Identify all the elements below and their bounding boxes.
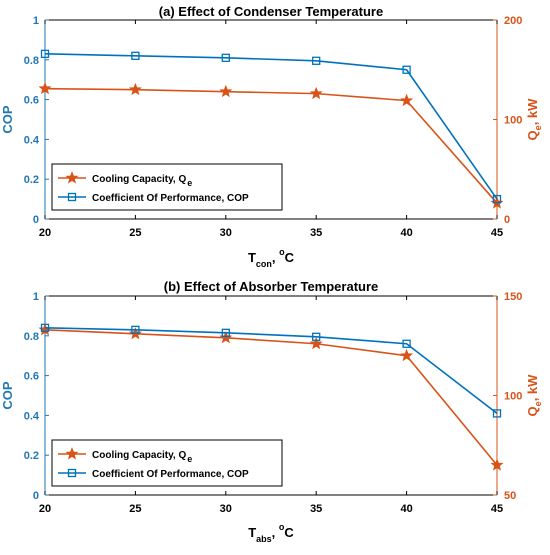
chart-title: (a) Effect of Condenser Temperature	[159, 4, 383, 19]
x-tick-label: 40	[400, 227, 412, 239]
data-point-star	[309, 86, 323, 100]
chart-panel-b: (b) Effect of Absorber Temperature 20 25 30…	[0, 279, 543, 544]
data-point-square	[312, 332, 321, 341]
legend: Cooling Capacity, Qe Coefficient Of Perfo…	[51, 163, 283, 211]
x-axis-label: Tabs, oC	[248, 522, 294, 544]
y-left-tick-label: 0	[33, 490, 39, 502]
y-left-axis-label: COP	[0, 381, 15, 410]
x-tick-label: 25	[129, 227, 141, 239]
y-right-axis-label: Qe, kW	[525, 98, 543, 141]
legend-label: Coefficient Of Performance, COP	[92, 469, 249, 480]
data-point-star	[400, 348, 414, 362]
legend-box	[51, 163, 283, 211]
chart-panel-a: (a) Effect of Condenser Temperature 20 25 3…	[0, 4, 543, 269]
data-point-square	[221, 328, 230, 337]
y-left-tick-label: 0.6	[24, 95, 39, 107]
data-point-star	[38, 81, 52, 95]
data-point-square	[402, 65, 411, 74]
y-right-tick-label: 150	[504, 291, 522, 303]
legend-label: Coefficient Of Performance, COP	[92, 193, 249, 204]
data-point-star	[219, 84, 233, 98]
data-point-star	[400, 93, 414, 107]
data-point-star	[219, 330, 233, 344]
data-point-square	[221, 53, 230, 62]
y-left-tick-label: 1	[33, 291, 39, 303]
legend-label: Cooling Capacity, Qe	[92, 450, 192, 464]
data-point-star	[309, 336, 323, 350]
series-line-cop	[44, 53, 498, 200]
data-point-square	[40, 49, 50, 58]
legend: Cooling Capacity, Qe Coefficient Of Perfo…	[51, 439, 283, 487]
x-axis-label: Tcon, oC	[248, 247, 295, 269]
x-tick-label: 40	[400, 503, 412, 515]
x-tick-label: 30	[220, 227, 232, 239]
y-left-tick-label: 0.4	[24, 410, 40, 422]
data-point-square	[312, 56, 321, 65]
legend-star-marker	[65, 447, 79, 460]
data-point-star	[490, 458, 504, 471]
data-point-square	[131, 51, 140, 60]
legend-box	[51, 439, 283, 487]
y-left-tick-label: 0.8	[24, 55, 39, 67]
data-point-square	[40, 323, 50, 332]
x-tick-label: 20	[39, 227, 51, 239]
y-left-tick-label: 0.2	[24, 174, 39, 186]
y-left-axis-label: COP	[0, 105, 15, 134]
x-tick-label: 45	[491, 503, 503, 515]
x-tick-label: 30	[220, 503, 232, 515]
y-left-tick-label: 0	[33, 214, 39, 226]
legend-square-marker	[67, 468, 77, 478]
legend-square-marker	[67, 192, 77, 202]
y-left-tick-label: 0.6	[24, 371, 39, 383]
x-tick-label: 35	[310, 503, 322, 515]
y-right-axis-label: Qe, kW	[525, 374, 543, 417]
x-tick-label: 45	[491, 227, 503, 239]
data-point-square	[402, 339, 411, 348]
legend-star-marker	[65, 171, 79, 184]
y-right-tick-label: 50	[504, 490, 516, 502]
x-tick-label: 25	[129, 503, 141, 515]
y-left-tick-label: 0.4	[24, 134, 40, 146]
data-point-square	[492, 409, 502, 418]
y-right-tick-label: 0	[504, 214, 510, 226]
x-tick-label: 20	[39, 503, 51, 515]
y-right-tick-label: 100	[504, 391, 522, 403]
legend-label: Cooling Capacity, Qe	[92, 174, 192, 188]
series-line-cooling-capacity	[44, 329, 498, 466]
y-left-tick-label: 1	[33, 15, 39, 27]
series-line-cop	[44, 327, 498, 415]
y-right-tick-label: 200	[504, 15, 522, 27]
data-point-star	[128, 82, 142, 96]
chart-title: (b) Effect of Absorber Temperature	[164, 279, 379, 294]
x-tick-label: 35	[310, 227, 322, 239]
series-line-cooling-capacity	[44, 87, 498, 204]
y-left-tick-label: 0.2	[24, 450, 39, 462]
y-left-tick-label: 0.8	[24, 331, 39, 343]
data-point-square	[131, 325, 140, 334]
data-point-square	[492, 194, 502, 204]
y-right-tick-label: 100	[504, 115, 522, 127]
